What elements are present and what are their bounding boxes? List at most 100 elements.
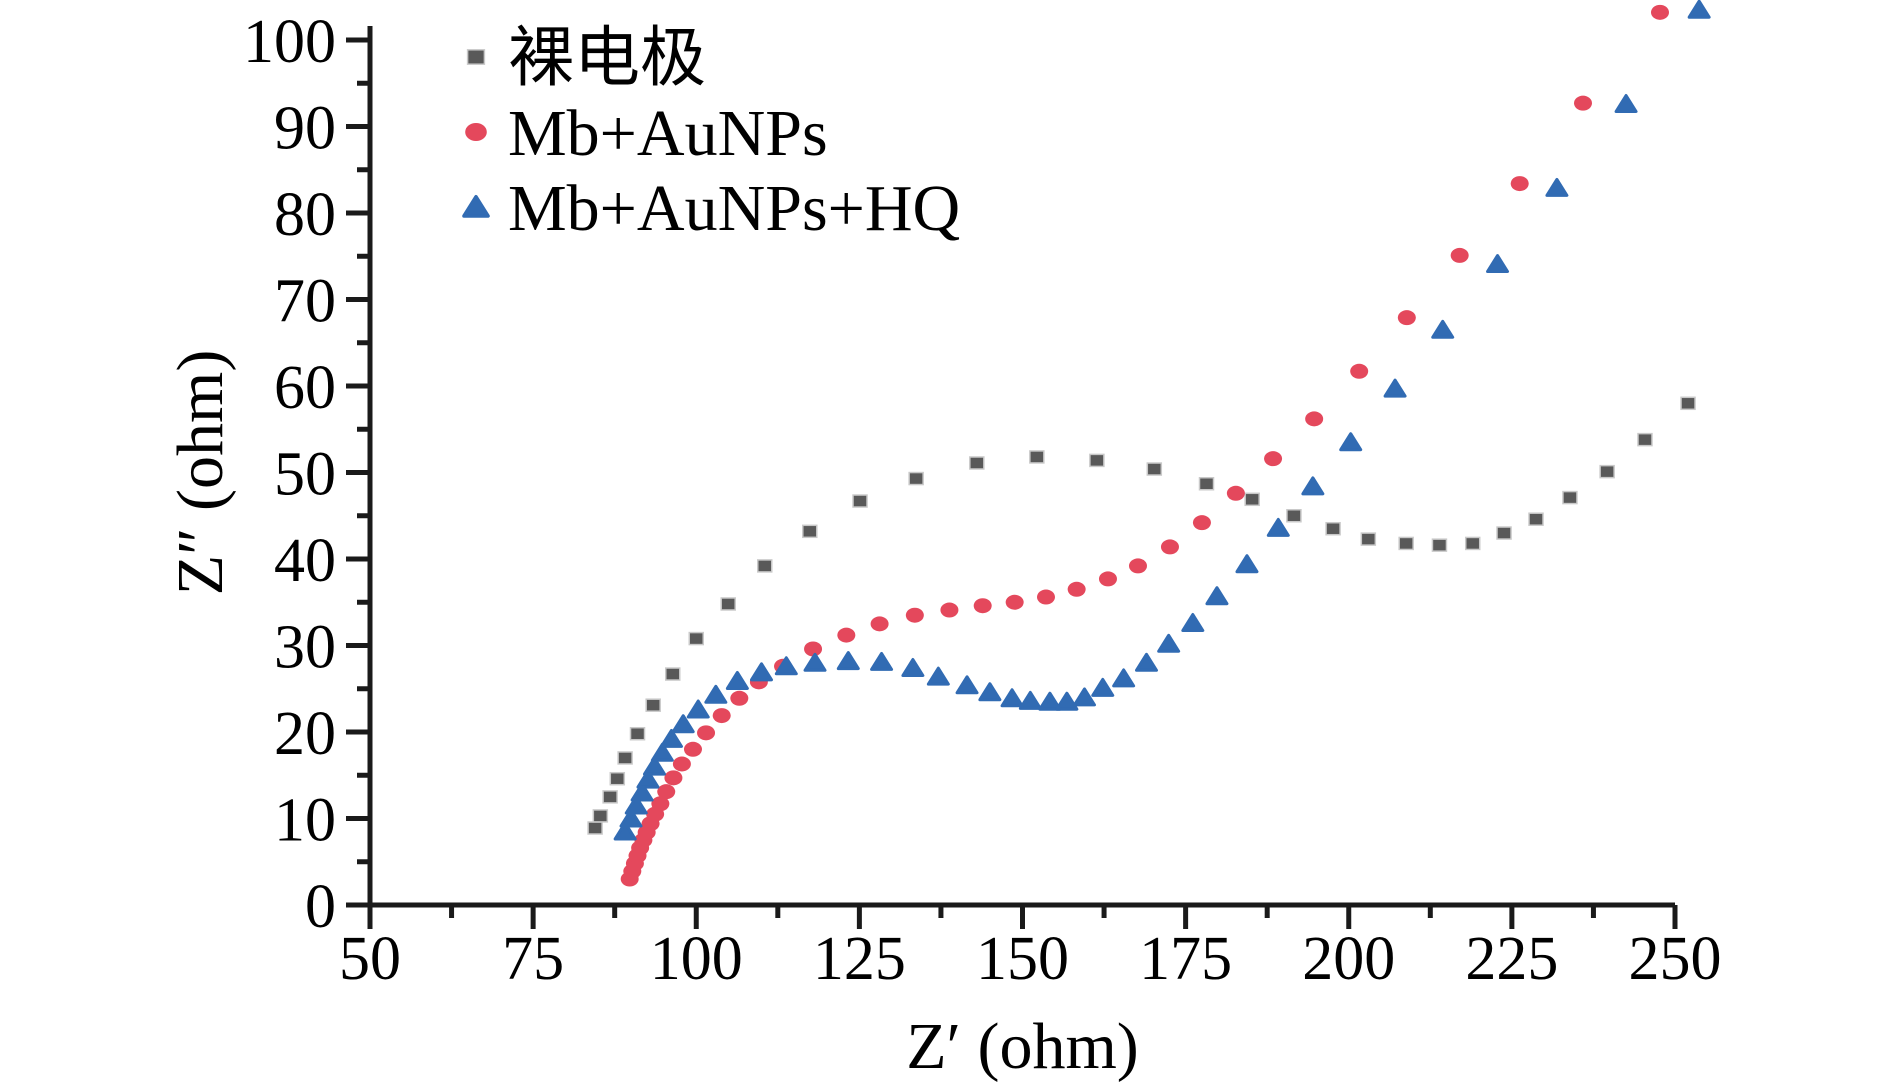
axes: 50 75 100 125 150 175 200 225 250 0 10 20 30 40 50 60 70…	[243, 8, 1722, 993]
y-tick-label: 40	[274, 527, 336, 595]
square-marker	[1360, 532, 1377, 546]
square-marker	[1029, 450, 1045, 464]
square-marker	[587, 821, 603, 835]
circle-marker	[683, 741, 702, 757]
square-marker	[720, 597, 736, 611]
square-marker	[592, 809, 609, 823]
x-tick-label: 150	[976, 925, 1069, 993]
triangle-marker	[901, 657, 925, 677]
square-marker	[1528, 512, 1544, 526]
triangle-marker	[630, 782, 654, 802]
square-marker	[665, 667, 681, 681]
circle-marker	[1397, 310, 1416, 326]
triangle-marker	[803, 652, 827, 672]
circle-marker	[730, 690, 749, 706]
legend-item-1: Mb+AuNPs	[465, 97, 828, 170]
circle-marker	[870, 616, 889, 632]
triangle-marker	[659, 728, 683, 748]
series-triangle-2	[613, 0, 1711, 841]
circle-marker	[1510, 176, 1529, 192]
square-marker	[1599, 464, 1615, 479]
triangle-marker	[1383, 378, 1407, 398]
circle-marker	[940, 602, 959, 618]
square-marker	[1680, 396, 1696, 411]
circle-marker	[1305, 411, 1324, 427]
x-axis-title: Z′ (ohm)	[906, 1010, 1139, 1083]
circle-marker	[1128, 558, 1147, 574]
legend-item-2: Mb+AuNPs+HQ	[462, 172, 960, 245]
series-square-0	[587, 396, 1696, 835]
x-tick-label: 175	[1139, 925, 1232, 993]
square-marker	[757, 559, 773, 573]
square-marker	[802, 524, 818, 539]
circle-marker	[1350, 363, 1369, 379]
circle-marker	[973, 598, 992, 614]
triangle-marker	[1614, 94, 1638, 114]
square-marker	[688, 631, 704, 646]
triangle-marker	[686, 699, 710, 719]
triangle-marker	[1112, 668, 1136, 688]
triangle-marker	[1157, 633, 1181, 653]
circle-marker	[1226, 485, 1245, 501]
triangle-marker	[750, 662, 773, 682]
square-marker	[1496, 526, 1512, 540]
triangle-marker	[836, 651, 860, 671]
triangle-marker	[1038, 691, 1062, 711]
y-tick-label: 60	[274, 354, 336, 422]
triangle-marker	[1000, 688, 1024, 708]
triangle-marker	[926, 666, 950, 686]
y-tick-label: 70	[274, 268, 336, 336]
square-marker	[1464, 536, 1481, 551]
triangle-marker	[1431, 319, 1455, 339]
circle-marker	[1450, 247, 1469, 263]
x-tick-label: 75	[502, 925, 564, 993]
square-marker	[1325, 521, 1341, 536]
triangle-marker	[1687, 0, 1711, 19]
y-tick-label: 10	[274, 787, 336, 855]
y-axis-title: Z″ (ohm)	[164, 350, 237, 596]
square-marker	[908, 471, 924, 486]
square-marker	[1431, 538, 1448, 552]
triangle-marker	[1205, 586, 1229, 606]
triangle-marker	[462, 195, 490, 218]
triangle-marker	[636, 769, 660, 789]
square-marker	[602, 790, 618, 804]
square-marker	[645, 698, 661, 712]
square-marker	[1286, 509, 1302, 523]
y-tick-label: 0	[305, 873, 336, 941]
triangle-marker	[613, 821, 637, 841]
circle-marker	[1264, 451, 1283, 467]
circle-marker	[837, 627, 856, 643]
circle-marker	[672, 756, 691, 772]
circle-marker	[1573, 95, 1592, 111]
x-tick-label: 225	[1465, 925, 1558, 993]
triangle-marker	[1301, 476, 1325, 496]
square-marker	[617, 751, 633, 765]
triangle-marker	[671, 714, 695, 734]
y-tick-label: 100	[243, 8, 336, 76]
triangle-marker	[624, 795, 648, 815]
circle-marker	[905, 607, 924, 623]
square-marker	[1562, 490, 1578, 505]
square-marker	[1198, 476, 1215, 491]
circle-marker	[1650, 4, 1669, 20]
triangle-marker	[642, 756, 666, 776]
square-marker	[1089, 453, 1105, 468]
square-marker	[1244, 492, 1260, 507]
circle-marker	[465, 123, 487, 141]
circle-marker	[1005, 594, 1024, 610]
triangle-marker	[870, 651, 894, 671]
triangle-marker	[955, 675, 979, 695]
square-marker	[852, 494, 868, 508]
circle-marker	[664, 770, 683, 786]
x-tick-label: 200	[1302, 925, 1395, 993]
triangle-marker	[1055, 691, 1079, 711]
circle-marker	[712, 708, 731, 724]
triangle-marker	[774, 656, 798, 676]
circle-marker	[657, 784, 676, 800]
triangle-marker	[1134, 652, 1158, 672]
circle-marker	[1036, 589, 1055, 605]
triangle-marker	[650, 742, 674, 762]
